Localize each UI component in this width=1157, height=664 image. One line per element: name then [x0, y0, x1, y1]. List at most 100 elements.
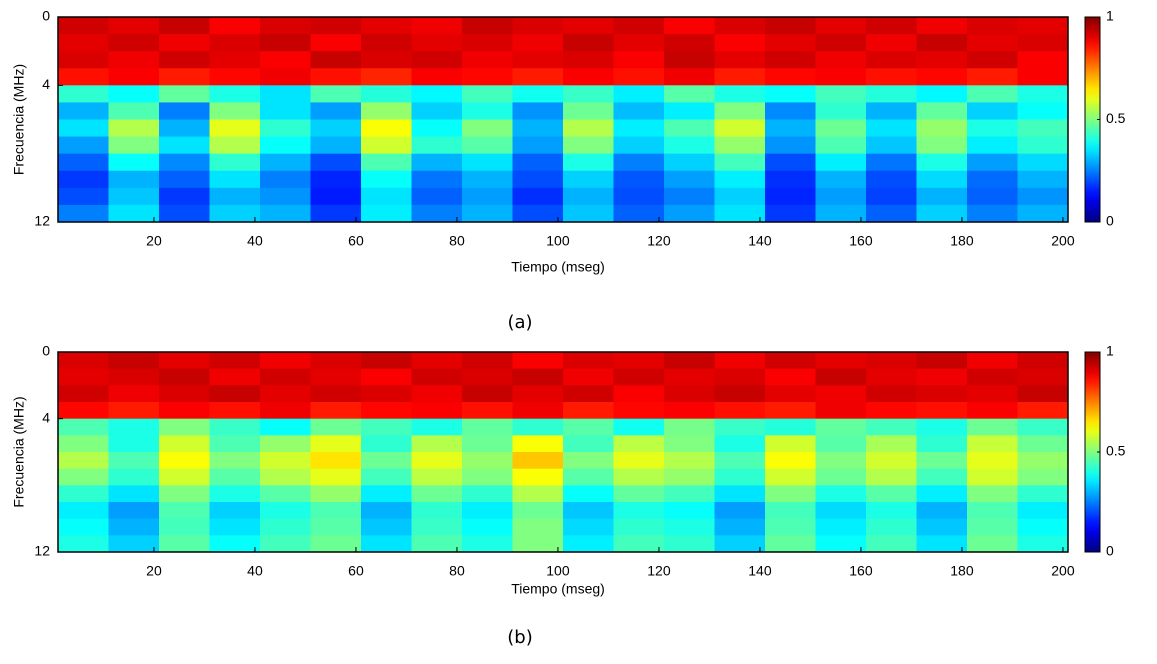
heatmap-cell — [765, 119, 816, 138]
heatmap-cell — [916, 170, 968, 189]
heatmap-cell — [361, 535, 412, 553]
heatmap-cell — [866, 102, 917, 120]
heatmap-cell — [815, 68, 867, 86]
x-tick-label: 100 — [546, 233, 570, 249]
heatmap-cell — [260, 68, 311, 86]
heatmap-cell — [361, 34, 412, 52]
heatmap-cell — [310, 535, 362, 553]
heatmap-cell — [260, 153, 311, 172]
heatmap-cell — [58, 502, 109, 520]
heatmap-cell — [866, 17, 917, 35]
heatmap-cell — [58, 68, 109, 86]
heatmap-cell — [209, 119, 261, 138]
heatmap-cell — [815, 452, 867, 470]
heatmap-cell — [462, 187, 513, 206]
heatmap-cell — [58, 17, 109, 35]
heatmap-cell — [159, 502, 210, 520]
heatmap-cell — [260, 119, 311, 138]
heatmap-cell — [765, 204, 816, 223]
heatmap-cell — [260, 502, 311, 520]
heatmap-cell — [260, 435, 311, 453]
heatmap-cell — [58, 368, 109, 386]
heatmap-cell — [664, 153, 715, 172]
heatmap-cell — [967, 102, 1018, 120]
heatmap-cell — [512, 368, 564, 386]
heatmap-cell — [1017, 402, 1069, 420]
heatmap-cell — [765, 352, 816, 370]
heatmap-cell — [512, 502, 564, 520]
heatmap-cell — [159, 17, 210, 35]
heatmap-cell — [714, 153, 766, 172]
heatmap-cell — [563, 368, 614, 386]
y-tick-label: 4 — [42, 409, 50, 425]
x-tick-label: 40 — [247, 563, 263, 579]
heatmap-cell — [108, 535, 160, 553]
heatmap-cell — [815, 385, 867, 403]
heatmap-cell — [1017, 170, 1069, 189]
heatmap-cell — [411, 352, 463, 370]
heatmap-cell — [866, 418, 917, 436]
heatmap-cell — [765, 51, 816, 69]
heatmap-cell — [916, 153, 968, 172]
heatmap-cell — [916, 34, 968, 52]
heatmap-cell — [765, 502, 816, 520]
x-tick-label: 200 — [1051, 233, 1075, 249]
heatmap-cell — [209, 187, 261, 206]
heatmap-cell — [613, 518, 665, 536]
heatmap-cell — [209, 17, 261, 35]
heatmap-cell — [209, 34, 261, 52]
heatmap-cell — [209, 418, 261, 436]
heatmap-cell — [613, 535, 665, 553]
heatmap-cell — [512, 153, 564, 172]
heatmap-cell — [815, 535, 867, 553]
heatmap-cell — [815, 85, 867, 103]
heatmap-cell — [866, 85, 917, 103]
heatmap-cell — [209, 518, 261, 536]
heatmap-cell — [108, 34, 160, 52]
heatmap-cell — [866, 187, 917, 206]
heatmap-cell — [512, 468, 564, 486]
heatmap-cell — [58, 535, 109, 553]
heatmap-cell — [664, 418, 715, 436]
heatmap-cell — [1017, 468, 1069, 486]
heatmap-cell — [361, 187, 412, 206]
heatmap-cell — [260, 485, 311, 503]
colorbar-tick-label: 1 — [1106, 8, 1114, 24]
heatmap-cell — [967, 187, 1018, 206]
heatmap-cell — [58, 435, 109, 453]
heatmap-cell — [462, 170, 513, 189]
heatmap-cell — [361, 102, 412, 120]
heatmap-cell — [108, 153, 160, 172]
x-tick-label: 120 — [647, 233, 671, 249]
heatmap-cell — [1017, 85, 1069, 103]
heatmap-cell — [916, 502, 968, 520]
heatmap-cell — [512, 17, 564, 35]
heatmap-cell — [411, 204, 463, 223]
heatmap-cell — [411, 102, 463, 120]
heatmap-cell — [209, 68, 261, 86]
heatmap-cell — [209, 85, 261, 103]
heatmap-cell — [512, 85, 564, 103]
heatmap-cell — [512, 402, 564, 420]
heatmap-cell — [58, 452, 109, 470]
heatmap-cell — [58, 352, 109, 370]
heatmap-cell — [209, 170, 261, 189]
heatmap-cell — [664, 452, 715, 470]
heatmap-cell — [714, 368, 766, 386]
heatmap-cell — [108, 518, 160, 536]
heatmap-cell — [765, 452, 816, 470]
heatmap-cell — [866, 485, 917, 503]
heatmap-cell — [260, 34, 311, 52]
heatmap-cell — [209, 402, 261, 420]
heatmap-cell — [563, 153, 614, 172]
heatmap-cell — [159, 204, 210, 223]
heatmap-cell — [361, 418, 412, 436]
heatmap-cell — [58, 418, 109, 436]
x-tick-label: 80 — [449, 563, 465, 579]
heatmap-cell — [664, 102, 715, 120]
heatmap-cell — [916, 102, 968, 120]
heatmap-cell — [563, 468, 614, 486]
heatmap-cell — [411, 518, 463, 536]
heatmap-cell — [815, 204, 867, 223]
heatmap-cell — [1017, 385, 1069, 403]
